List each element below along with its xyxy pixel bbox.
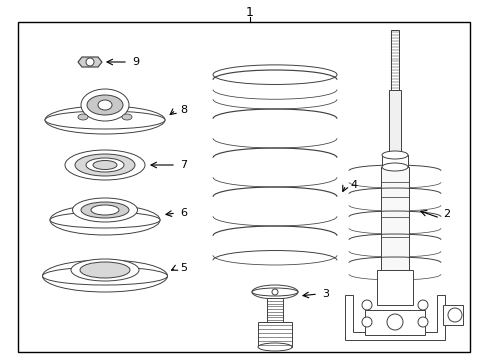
- Ellipse shape: [381, 151, 407, 159]
- Ellipse shape: [72, 198, 137, 222]
- Ellipse shape: [50, 212, 160, 228]
- Circle shape: [417, 300, 427, 310]
- Ellipse shape: [80, 262, 130, 278]
- Text: 9: 9: [132, 57, 139, 67]
- Ellipse shape: [251, 285, 297, 299]
- Bar: [390, 30, 398, 90]
- Ellipse shape: [258, 343, 291, 351]
- Ellipse shape: [50, 205, 160, 235]
- Ellipse shape: [98, 100, 112, 110]
- Circle shape: [447, 308, 461, 322]
- Ellipse shape: [381, 163, 407, 171]
- Circle shape: [361, 300, 371, 310]
- Ellipse shape: [78, 114, 88, 120]
- Ellipse shape: [75, 154, 135, 176]
- Ellipse shape: [45, 111, 164, 129]
- Ellipse shape: [87, 95, 123, 115]
- Ellipse shape: [213, 65, 336, 85]
- Ellipse shape: [86, 158, 124, 172]
- Bar: [258, 322, 291, 347]
- Bar: [388, 90, 400, 155]
- Ellipse shape: [81, 89, 129, 121]
- Text: 3: 3: [321, 289, 328, 299]
- Polygon shape: [345, 295, 444, 340]
- Bar: [266, 298, 283, 322]
- Ellipse shape: [93, 161, 117, 170]
- Ellipse shape: [81, 202, 129, 218]
- Text: 1: 1: [245, 5, 253, 18]
- Text: 8: 8: [180, 105, 187, 115]
- Bar: [376, 270, 412, 305]
- Ellipse shape: [45, 106, 164, 134]
- Text: 6: 6: [180, 208, 186, 218]
- Text: 4: 4: [349, 180, 356, 190]
- Bar: [380, 167, 408, 270]
- Circle shape: [86, 58, 94, 66]
- Polygon shape: [78, 57, 102, 67]
- Ellipse shape: [91, 205, 119, 215]
- Circle shape: [361, 317, 371, 327]
- Circle shape: [386, 314, 402, 330]
- Text: 5: 5: [180, 263, 186, 273]
- Bar: [364, 310, 424, 335]
- Text: 2: 2: [442, 209, 449, 219]
- Ellipse shape: [42, 260, 167, 292]
- Circle shape: [417, 317, 427, 327]
- Ellipse shape: [71, 259, 139, 281]
- Circle shape: [271, 289, 278, 295]
- Ellipse shape: [42, 267, 167, 285]
- Ellipse shape: [65, 150, 145, 180]
- Ellipse shape: [122, 114, 132, 120]
- Ellipse shape: [251, 288, 297, 296]
- Text: 7: 7: [180, 160, 187, 170]
- Bar: [442, 305, 462, 325]
- Bar: [381, 155, 407, 167]
